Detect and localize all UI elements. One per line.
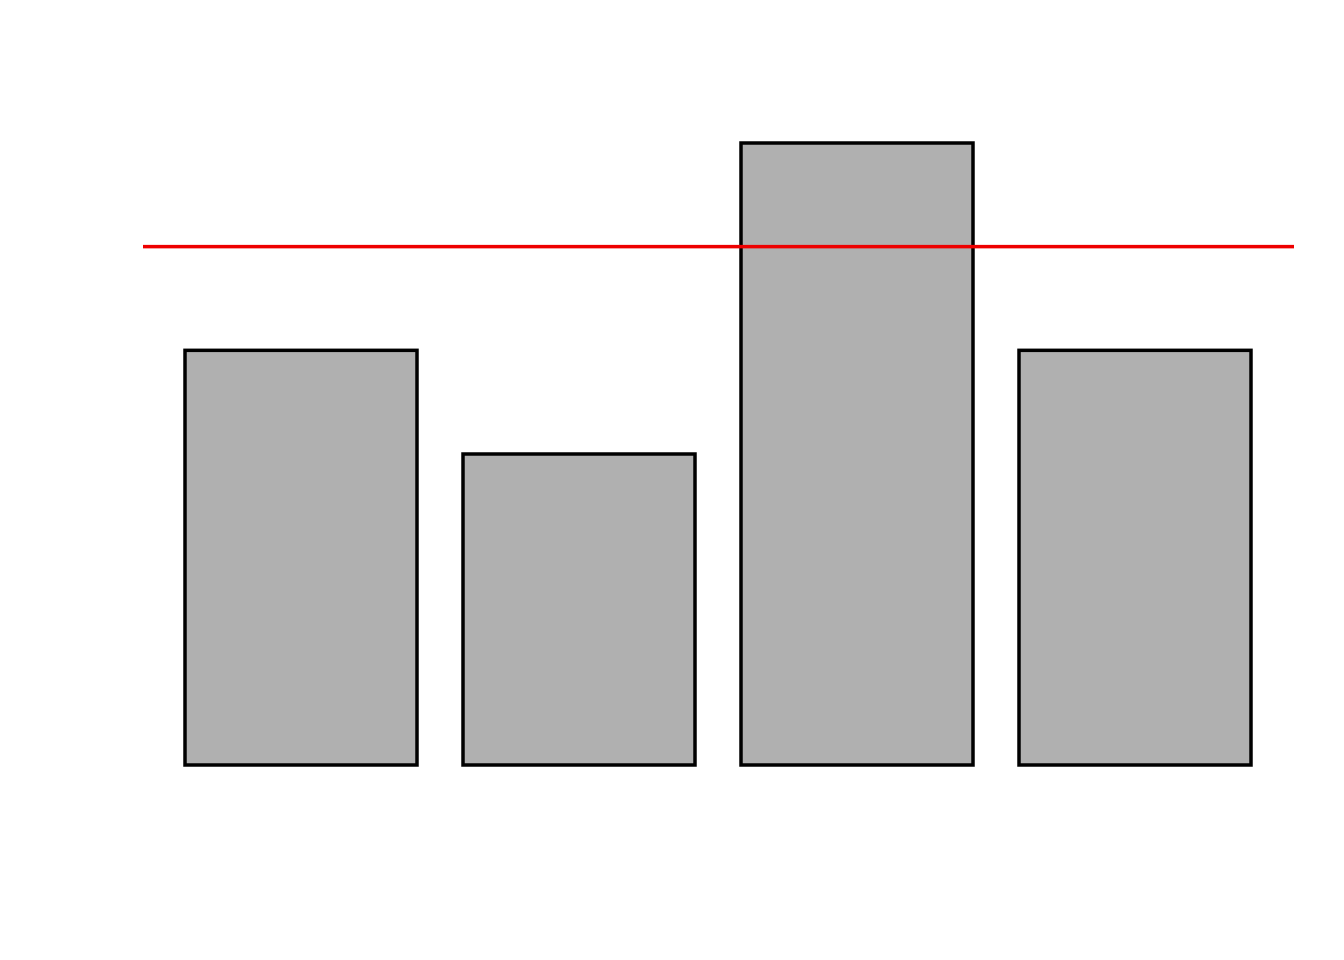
bar-3 <box>739 141 975 767</box>
bar-4 <box>1017 348 1253 767</box>
bar-2 <box>461 452 697 767</box>
bar-1 <box>183 348 419 767</box>
bars-group <box>183 141 1253 767</box>
